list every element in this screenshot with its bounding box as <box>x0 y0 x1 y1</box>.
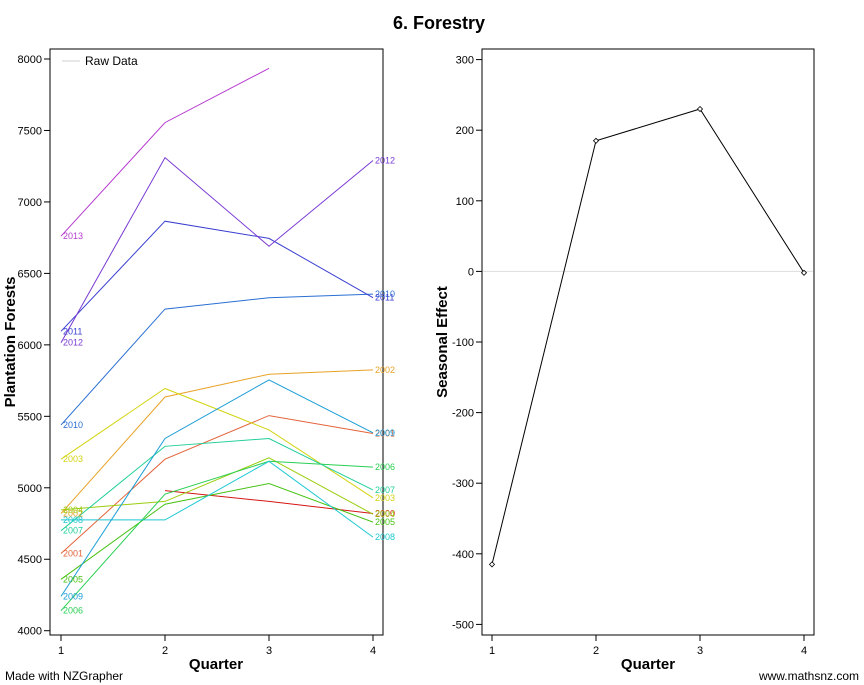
y-tick-label: -200 <box>452 408 474 420</box>
seasonal-point <box>488 561 496 568</box>
year-label-2004: 2004 <box>63 505 83 515</box>
raw-x-ticks: 1 2 3 4 <box>58 635 376 657</box>
y-tick-label: 5000 <box>18 483 42 495</box>
year-label-2005: 2005 <box>375 517 395 527</box>
x-tick-label: 3 <box>266 645 272 657</box>
y-tick-label: 0 <box>468 266 474 278</box>
x-tick-label: 1 <box>489 645 495 657</box>
y-tick-label: 4500 <box>18 554 42 566</box>
year-label-2012: 2012 <box>375 155 395 165</box>
year-label-2009: 2009 <box>63 591 83 601</box>
seasonal-x-axis-title: Quarter <box>621 656 675 673</box>
y-tick-label: 6000 <box>18 340 42 352</box>
chart-title: 6. Forestry <box>393 13 485 33</box>
series-line-2013 <box>60 67 270 237</box>
footer-website: www.mathsnz.com <box>758 669 859 683</box>
raw-y-ticks: 4000 4500 5000 5500 6000 6500 7000 7500 8000 <box>18 54 50 638</box>
year-label-2002: 2002 <box>63 509 83 519</box>
raw-series-group <box>60 67 374 612</box>
year-label-2000: 2000 <box>375 509 395 519</box>
raw-y-axis-title: Plantation Forests <box>2 277 19 408</box>
year-label-2008: 2008 <box>375 532 395 542</box>
series-line-2011 <box>60 220 374 332</box>
seasonal-effect-panel: -500 -400 -300 -200 -100 0 100 200 300 1 2 3 4 Quar… <box>434 48 815 673</box>
year-label-2004: 2004 <box>375 509 395 519</box>
seasonal-effect-line <box>491 108 805 565</box>
raw-plot-frame <box>49 48 384 636</box>
x-tick-label: 2 <box>593 645 599 657</box>
series-line-2003 <box>60 387 374 499</box>
footer-credit: Made with NZGrapher <box>5 669 123 683</box>
series-line-2004 <box>60 457 374 515</box>
y-tick-label: -400 <box>452 549 474 561</box>
series-line-2010 <box>60 293 374 426</box>
series-line-2012 <box>60 156 374 343</box>
x-tick-label: 4 <box>370 645 376 657</box>
year-label-2005: 2005 <box>63 574 83 584</box>
series-line-2008 <box>61 460 374 538</box>
y-tick-label: 4000 <box>18 626 42 638</box>
year-label-2002: 2002 <box>375 365 395 375</box>
y-tick-label: -300 <box>452 478 474 490</box>
seasonal-y-axis-title: Seasonal Effect <box>434 286 451 398</box>
raw-data-panel: 4000 4500 5000 5500 6000 6500 7000 7500 8000 1 2 3… <box>2 48 395 673</box>
year-label-2010: 2010 <box>375 289 395 299</box>
year-label-2003: 2003 <box>375 493 395 503</box>
year-label-2003: 2003 <box>63 454 83 464</box>
y-tick-label: 200 <box>456 125 474 137</box>
y-tick-label: 5500 <box>18 411 42 423</box>
year-label-2006: 2006 <box>375 462 395 472</box>
year-label-2013: 2013 <box>63 231 83 241</box>
year-label-2011: 2011 <box>63 326 82 336</box>
x-tick-label: 4 <box>801 645 807 657</box>
x-tick-label: 3 <box>697 645 703 657</box>
y-tick-label: 6500 <box>18 268 42 280</box>
year-label-2010: 2010 <box>63 420 83 430</box>
y-tick-label: 7500 <box>18 125 42 137</box>
year-label-2001: 2001 <box>63 549 83 559</box>
series-line-2007 <box>60 437 374 532</box>
seasonal-plot-frame <box>481 48 815 636</box>
year-label-2007: 2007 <box>63 526 83 536</box>
series-line-2006 <box>60 460 374 612</box>
series-line-2005 <box>60 482 374 580</box>
seasonal-x-ticks: 1 2 3 4 <box>489 635 807 657</box>
legend-label: Raw Data <box>85 54 138 68</box>
series-line-2002 <box>60 369 374 514</box>
y-tick-label: 100 <box>456 196 474 208</box>
seasonal-point <box>696 105 704 113</box>
year-label-2001: 2001 <box>375 428 395 438</box>
series-line-2001 <box>60 415 374 554</box>
year-label-2007: 2007 <box>375 485 395 495</box>
year-label-2009: 2009 <box>375 428 395 438</box>
y-tick-label: 300 <box>456 55 474 67</box>
y-tick-label: 7000 <box>18 197 42 209</box>
y-tick-label: 8000 <box>18 54 42 66</box>
legend: Raw Data <box>62 54 138 68</box>
year-label-2011: 2011 <box>375 293 394 303</box>
year-label-2008: 2008 <box>63 515 83 525</box>
seasonal-series-group <box>488 105 808 568</box>
raw-x-axis-title: Quarter <box>189 656 243 673</box>
seasonal-point <box>592 137 600 144</box>
year-label-2006: 2006 <box>63 606 83 616</box>
x-tick-label: 1 <box>58 645 64 657</box>
series-line-2009 <box>60 379 374 597</box>
x-tick-label: 2 <box>162 645 168 657</box>
y-tick-label: -100 <box>452 337 474 349</box>
y-tick-label: -500 <box>452 619 474 631</box>
seasonal-point <box>800 269 808 276</box>
year-label-2012: 2012 <box>63 338 83 348</box>
seasonal-y-ticks: -500 -400 -300 -200 -100 0 100 200 300 <box>452 55 813 631</box>
